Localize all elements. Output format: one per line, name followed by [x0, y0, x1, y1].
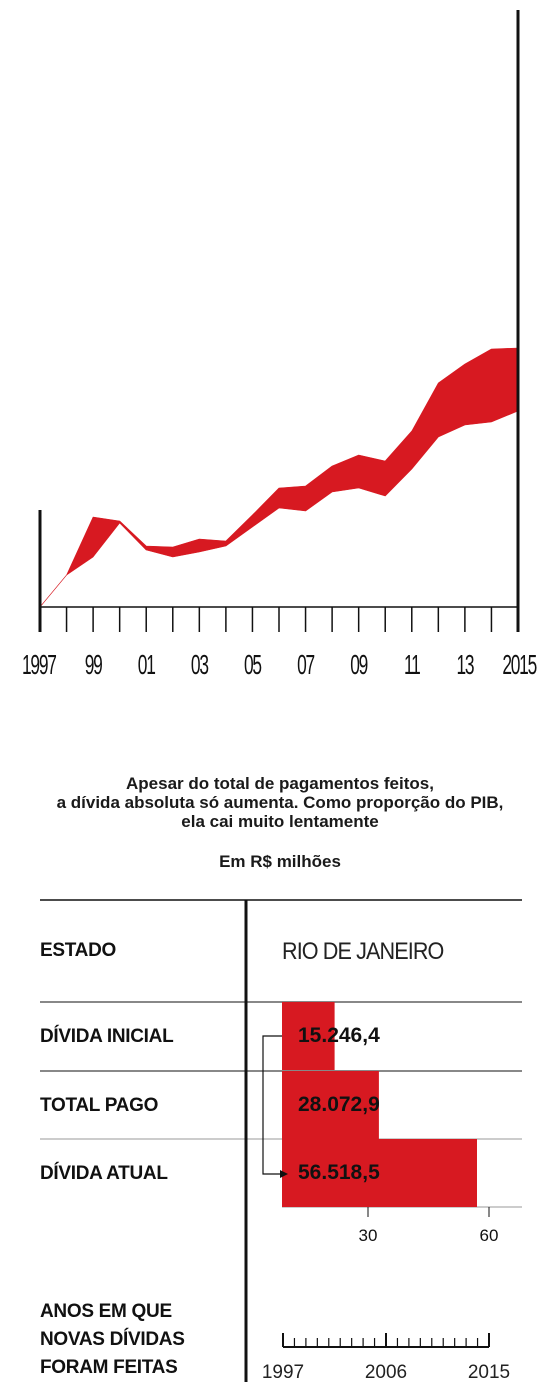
bar-x-tick-label: 30	[359, 1226, 378, 1245]
debt-connector	[262, 1035, 282, 1175]
area-x-tick-label: 09	[350, 649, 367, 680]
area-x-tick-label: 11	[404, 649, 420, 680]
debt-connector-arrow	[280, 1170, 288, 1178]
area-x-tick-label: 2015	[502, 649, 536, 680]
state-header: ESTADO	[40, 940, 116, 961]
row-label-divida-atual: DÍVIDA ATUAL	[40, 1163, 168, 1184]
subtitle-line-1: Apesar do total de pagamentos feitos,	[126, 774, 434, 793]
debt-table: 30 60 1997 2006 2015	[40, 899, 522, 1383]
bar-2	[282, 1139, 477, 1207]
area-x-tick-label: 13	[456, 649, 473, 680]
subtitle-line-3: ela cai muito lentamente	[181, 812, 379, 831]
table-axis: 30 60 1997 2006 2015	[262, 1207, 510, 1383]
bar-0	[282, 1002, 335, 1070]
area-marks	[39, 347, 519, 608]
bar-value-divida-inicial: 15.246,4	[298, 1024, 380, 1047]
bar-value-total-pago: 28.072,9	[298, 1093, 380, 1116]
row-label-total-pago: TOTAL PAGO	[40, 1095, 159, 1116]
years-tick-label: 2015	[468, 1362, 510, 1383]
state-name: RIO DE JANEIRO	[282, 938, 444, 965]
area-band	[39, 347, 519, 608]
bar-1	[282, 1071, 379, 1139]
area-x-tick-label: 1997	[22, 649, 56, 680]
years-label-line-2: NOVAS DÍVIDAS	[40, 1329, 185, 1350]
bar-x-tick-label: 60	[480, 1226, 499, 1245]
bar-value-divida-atual: 56.518,5	[298, 1161, 380, 1184]
debt-area-chart: 1997 99 01 03 05 07 09 11 13 2015	[22, 10, 538, 680]
table-bars	[262, 1002, 477, 1207]
chart-subtitle: Apesar do total de pagamentos feitos, a …	[0, 774, 560, 831]
years-tick-label: 1997	[262, 1362, 304, 1383]
unit-label: Em R$ milhões	[219, 852, 341, 871]
subtitle-line-2: a dívida absoluta só aumenta. Como propo…	[56, 793, 504, 812]
area-x-tick-label: 03	[191, 649, 208, 680]
years-label-line-3: FORAM FEITAS	[40, 1357, 178, 1378]
area-x-tick-label: 05	[244, 649, 261, 680]
years-label: ANOS EM QUE NOVAS DÍVIDAS FORAM FEITAS	[40, 1298, 185, 1382]
area-x-axis: 1997 99 01 03 05 07 09 11 13 2015	[22, 10, 538, 680]
years-tick-label: 2006	[365, 1362, 407, 1383]
row-label-divida-inicial: DÍVIDA INICIAL	[40, 1026, 174, 1047]
area-x-tick-label: 07	[297, 649, 314, 680]
area-x-tick-label: 99	[85, 649, 102, 680]
area-x-tick-label: 01	[138, 649, 155, 680]
years-label-line-1: ANOS EM QUE	[40, 1301, 172, 1322]
